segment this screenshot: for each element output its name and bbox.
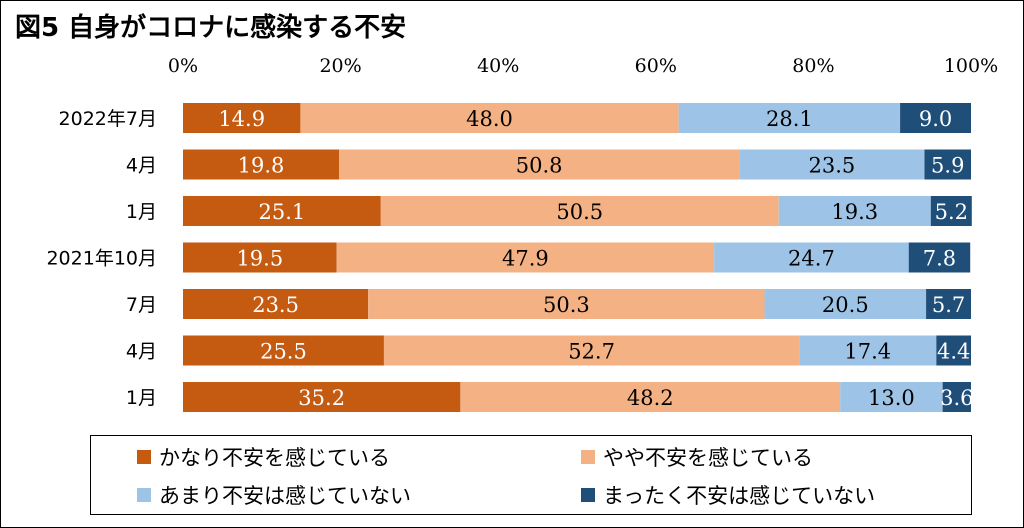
category-label: 4月 xyxy=(126,155,157,177)
category-label: 7月 xyxy=(126,294,157,316)
legend: かなり不安を感じている やや不安を感じている あまり不安は感じていない まったく… xyxy=(90,435,972,515)
x-tick-label: 40% xyxy=(477,55,519,77)
data-label: 24.7 xyxy=(788,247,835,271)
data-label: 23.5 xyxy=(809,154,856,178)
bar-segment xyxy=(339,149,740,180)
bar-segment xyxy=(300,103,679,133)
bar-segment xyxy=(368,289,765,319)
bar-segment xyxy=(930,196,972,226)
data-label: 5.2 xyxy=(935,200,968,224)
legend-label-1: やや不安を感じている xyxy=(603,446,813,470)
bar-segment xyxy=(183,382,461,412)
category-label: 1月 xyxy=(126,387,157,409)
data-label: 7.8 xyxy=(923,247,956,271)
legend-item-3: まったく不安は感じていない xyxy=(581,480,875,510)
bar-segment xyxy=(739,149,925,180)
data-label: 4.4 xyxy=(937,340,970,364)
data-label: 5.7 xyxy=(932,293,965,317)
data-label: 35.2 xyxy=(298,386,345,410)
bar-segment xyxy=(942,382,971,412)
category-label: 2022年7月 xyxy=(59,108,157,130)
legend-label-2: あまり不安は感じていない xyxy=(159,484,411,508)
data-label: 19.3 xyxy=(831,200,878,224)
bar-segment xyxy=(183,196,381,226)
data-label: 3.6 xyxy=(940,386,973,410)
bar-segment xyxy=(678,103,901,133)
bar-segment xyxy=(908,242,971,273)
bar-segment xyxy=(183,242,337,273)
bar-segment xyxy=(926,289,971,319)
legend-item-1: やや不安を感じている xyxy=(581,442,813,472)
data-label: 48.0 xyxy=(466,107,513,131)
bar-segment xyxy=(183,335,384,366)
x-tick-label: 100% xyxy=(944,55,998,77)
bar-segment xyxy=(380,196,779,226)
bar-segments xyxy=(183,103,972,412)
bar-segment xyxy=(840,382,943,412)
data-label: 28.1 xyxy=(766,107,813,131)
legend-swatch-0 xyxy=(137,450,151,464)
bar-segment xyxy=(900,103,971,133)
data-label: 20.5 xyxy=(822,293,869,317)
category-label: 4月 xyxy=(126,341,157,363)
data-label: 13.0 xyxy=(868,386,915,410)
bar-segment xyxy=(183,103,301,133)
bar-segment xyxy=(336,242,715,273)
data-label: 48.2 xyxy=(627,386,674,410)
legend-label-3: まったく不安は感じていない xyxy=(603,484,876,508)
x-tick-label: 0% xyxy=(168,55,198,77)
legend-swatch-2 xyxy=(137,488,151,502)
data-label: 17.4 xyxy=(844,340,891,364)
legend-item-2: あまり不安は感じていない xyxy=(137,480,411,510)
bar-segment xyxy=(924,149,971,180)
data-label: 23.5 xyxy=(252,293,299,317)
x-tick-label: 60% xyxy=(635,55,677,77)
bar-segment xyxy=(183,289,369,319)
bar-segment xyxy=(936,335,971,366)
bar-segment xyxy=(714,242,909,273)
data-label: 25.1 xyxy=(259,200,306,224)
data-label: 50.3 xyxy=(543,293,590,317)
y-axis-categories: 2022年7月 4月 1月 2021年10月 7月 4月 1月 xyxy=(46,108,157,409)
bar-segment xyxy=(460,382,841,412)
legend-label-0: かなり不安を感じている xyxy=(159,446,390,470)
bar-segment xyxy=(799,335,937,366)
x-tick-label: 20% xyxy=(319,55,361,77)
data-label: 25.5 xyxy=(260,340,307,364)
data-label: 5.9 xyxy=(931,154,964,178)
category-label: 1月 xyxy=(126,201,157,223)
chart-title: 図5 自身がコロナに感染する不安 xyxy=(15,13,407,43)
category-label: 2021年10月 xyxy=(46,248,157,270)
legend-item-0: かなり不安を感じている xyxy=(137,442,390,472)
bar-segment xyxy=(764,289,927,319)
legend-swatch-1 xyxy=(581,450,595,464)
x-tick-label: 80% xyxy=(792,55,834,77)
bar-segment xyxy=(183,149,340,180)
data-label: 14.9 xyxy=(218,107,265,131)
data-label: 9.0 xyxy=(919,107,952,131)
data-label: 19.5 xyxy=(236,247,283,271)
data-label: 19.8 xyxy=(238,154,285,178)
data-label: 52.7 xyxy=(568,340,615,364)
legend-swatch-3 xyxy=(581,488,595,502)
data-label: 47.9 xyxy=(502,247,549,271)
data-label: 50.8 xyxy=(516,154,563,178)
data-labels: 14.9 48.0 28.1 9.0 19.8 50.8 23.5 5.9 25.1 50.5 19… xyxy=(218,107,973,410)
bar-segment xyxy=(778,196,931,226)
bar-segment xyxy=(383,335,800,366)
x-axis-ticks: 0% 20% 40% 60% 80% 100% xyxy=(168,55,998,77)
data-label: 50.5 xyxy=(556,200,603,224)
